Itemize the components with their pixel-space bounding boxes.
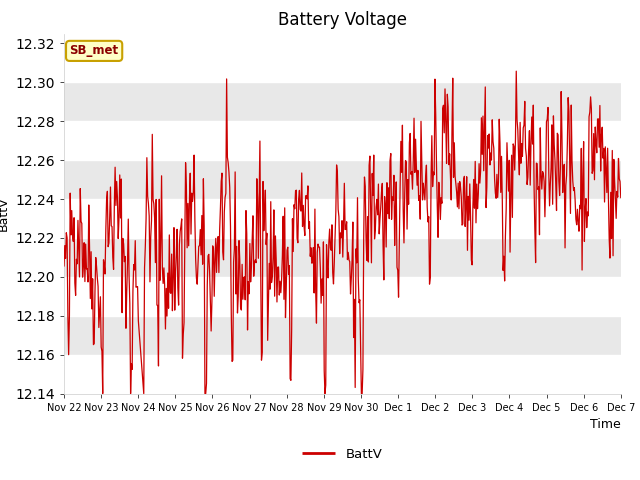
Bar	[64, 160, 621, 199]
Bar	[64, 199, 621, 238]
Bar	[64, 82, 621, 121]
Y-axis label: BattV: BattV	[0, 196, 10, 231]
Bar	[64, 277, 621, 316]
Bar	[64, 43, 621, 82]
Bar	[64, 121, 621, 160]
Title: Battery Voltage: Battery Voltage	[278, 11, 407, 29]
Bar	[64, 238, 621, 277]
Bar	[64, 355, 621, 394]
Bar	[64, 316, 621, 355]
X-axis label: Time: Time	[590, 418, 621, 431]
Text: SB_met: SB_met	[70, 44, 118, 58]
Legend: BattV: BattV	[297, 443, 388, 466]
